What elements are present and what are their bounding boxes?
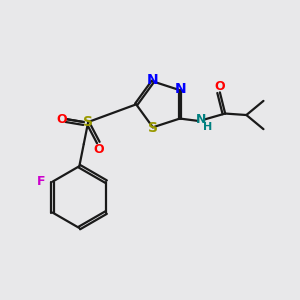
Text: O: O (214, 80, 225, 93)
Text: N: N (146, 73, 158, 87)
Text: S: S (148, 121, 158, 135)
Text: F: F (37, 175, 46, 188)
Text: H: H (203, 122, 212, 132)
Text: O: O (56, 112, 67, 126)
Text: O: O (93, 142, 104, 156)
Text: S: S (83, 115, 93, 129)
Text: N: N (196, 113, 206, 126)
Text: N: N (175, 82, 186, 96)
